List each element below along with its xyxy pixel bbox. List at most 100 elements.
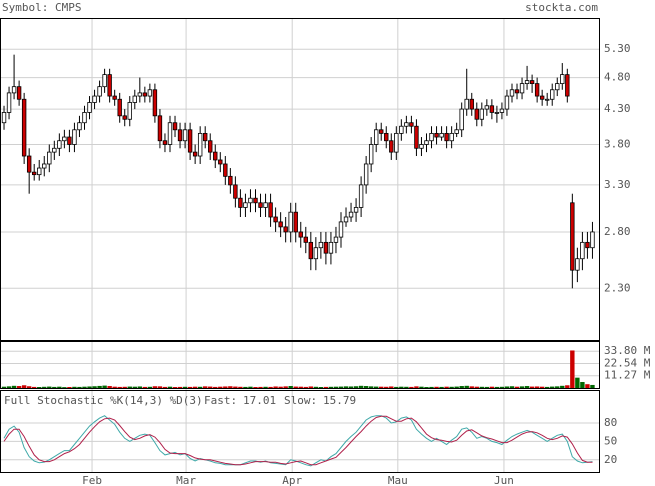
candle-body [253,197,258,204]
volume-bar [404,386,409,388]
source: stockta.com [525,1,598,14]
candle-body [464,98,469,110]
volume-bar [142,386,148,388]
y-tick-label: 20 [604,453,617,466]
candle-body [72,129,77,145]
candle-body [439,132,444,138]
volume-bar [373,386,379,388]
volume-bar [434,386,439,388]
candle-body [6,92,12,113]
candle-body [293,211,298,233]
volume-bar [233,386,238,388]
candle-body [534,83,540,97]
candle-body [21,98,27,157]
candle-body [394,132,399,153]
panel-frame [0,18,600,341]
volume-bar [243,386,248,388]
volume-bar [529,386,535,388]
candle-body [233,184,238,199]
candle-body [348,211,354,218]
volume-bar [363,386,369,388]
candle-body [197,132,203,157]
volume-bar [102,385,107,388]
volume-bar [72,386,77,388]
candle-body [208,140,213,153]
panel-frame [0,390,600,473]
volume-bar [338,386,344,388]
candle-body [459,108,464,131]
volume-bar [223,386,228,388]
volume-bar [16,386,22,388]
candle-body [263,202,268,208]
candle-body [494,112,500,114]
candle-body [308,241,314,260]
candle-body [343,216,349,223]
candle-body [389,140,394,153]
volume-bar [258,386,263,388]
candle-body [499,108,505,113]
x-tick-label: Feb [82,474,102,486]
candle-body [544,98,550,101]
volume-bar [47,386,52,388]
volume-bar [197,386,203,388]
candle-body [313,247,319,260]
candle-body [268,202,273,218]
candle-body [328,241,334,254]
candle-body [379,129,384,134]
candle-body [333,236,339,243]
candle-body [449,132,454,142]
volume-bar [112,386,117,388]
candle-body [62,136,67,142]
y-tick-label: 4.80 [604,71,631,84]
candle-body [258,202,263,208]
candle-body [585,241,590,249]
volume-bar [298,386,303,388]
candle-body [177,129,183,142]
candle-body [489,105,495,113]
candle-body [26,155,32,173]
y-tick-label: 50 [604,434,617,447]
volume-bar [449,386,454,388]
volume-bar [534,386,540,388]
y-tick-label: 2.30 [604,281,631,294]
candle-body [580,241,585,260]
volume-bar [389,386,394,388]
volume-bar [253,387,258,388]
volume-bar [202,386,208,388]
candle-body [484,105,490,110]
volume-bar [117,386,122,388]
volume-bar [313,386,319,388]
volume-bar [122,386,127,388]
volume-bar [283,386,288,388]
volume-bar [132,386,137,388]
volume-bar [127,386,132,388]
candle-body [202,132,208,142]
candle-body [223,163,228,177]
volume-bar [208,386,213,388]
candle-body [142,92,148,97]
candle-body [97,86,102,97]
volume-bar [348,386,354,388]
volume-bar [419,386,424,388]
volume-bar [303,386,308,388]
candle-body [368,144,374,165]
candle-body [243,202,248,208]
stochastic-title: Full Stochastic %K(14,3) %D(3) [4,394,203,407]
stochastic-line [3,415,593,467]
volume-bar [263,386,268,388]
candle-body [479,108,485,120]
candle-body [519,83,525,94]
volume-bar [444,386,449,388]
volume-bar [424,387,429,388]
volume-bar [575,377,580,388]
candle-body [147,89,153,97]
candle-body [273,216,278,223]
volume-bar [494,386,500,388]
legend-value: 15.79 [323,394,356,407]
candle-body [87,102,92,113]
candle-body [419,144,424,149]
volume-bar [57,386,62,388]
y-tick-label: 80 [604,416,617,429]
volume-bar [147,386,153,388]
candle-body [399,125,404,134]
